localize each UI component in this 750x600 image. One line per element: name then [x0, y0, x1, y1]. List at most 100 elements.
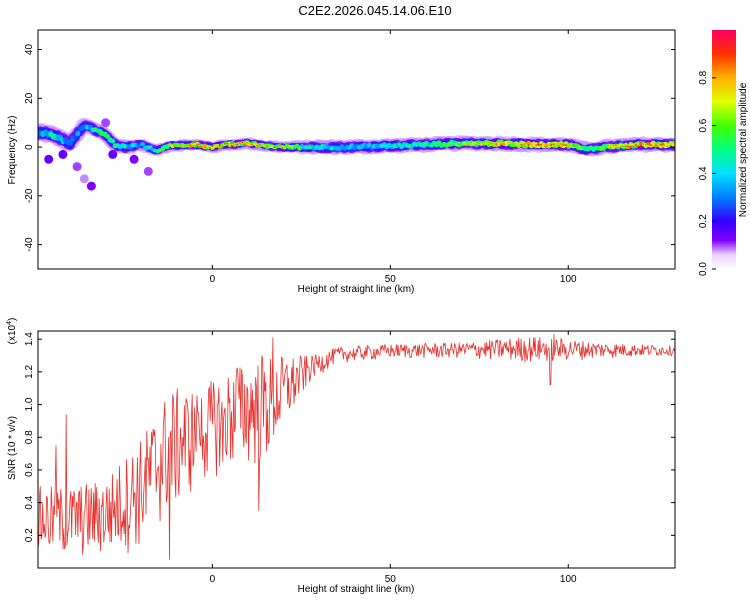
spectrogram-xtick-label: 50 — [385, 274, 397, 285]
spectrogram-cell — [243, 142, 246, 144]
spectrogram-cell — [510, 141, 513, 144]
spectrogram-ylabel: Frequency (Hz) — [7, 116, 18, 185]
colorbar-tick-label: 0.0 — [698, 262, 709, 276]
spectrogram-cell — [465, 143, 468, 145]
spectrogram-cell — [278, 145, 281, 148]
spectrogram-cell — [447, 142, 451, 146]
spectrogram-cell — [168, 144, 172, 147]
spectrogram-cell — [480, 143, 483, 146]
spectrogram-cell — [158, 149, 162, 152]
spectrogram-cell — [437, 141, 441, 146]
spectrogram-cell — [209, 147, 211, 149]
spectrogram-cell — [622, 143, 625, 146]
spectrogram-cell — [184, 145, 186, 147]
spectrogram-cell — [199, 146, 201, 148]
spectrogram-cell — [180, 143, 185, 146]
spectrogram-cell — [560, 142, 562, 145]
spectrogram-cell — [604, 144, 608, 149]
spectrogram-cell — [657, 144, 660, 147]
spectrogram-cell — [189, 144, 191, 147]
spectrogram-cell — [522, 143, 525, 146]
spectrogram-cell — [647, 142, 650, 145]
spectrogram-cell — [572, 144, 575, 147]
snr-xtick-label: 0 — [210, 574, 216, 585]
snr-series-line — [38, 334, 675, 560]
spectrogram-cell — [171, 145, 174, 147]
spectrogram-cell — [179, 144, 181, 147]
spectrogram-cell — [188, 143, 192, 146]
spectrogram-cell — [497, 143, 501, 147]
colorbar-ticks: 0.0 0.2 0.4 0.6 0.8 — [698, 70, 716, 276]
spectrogram-cell — [204, 146, 206, 148]
spectrogram-cell — [550, 143, 553, 146]
colorbar-tick-label: 0.8 — [698, 70, 709, 84]
spectrogram-cell — [206, 144, 209, 147]
spectrogram-cell — [507, 140, 511, 145]
spectrogram-cell — [407, 144, 411, 148]
spectrogram-cell — [414, 143, 419, 147]
spectrogram-cell — [512, 141, 515, 144]
spectrogram-cell — [164, 147, 166, 149]
colorbar-tick-label: 0.4 — [698, 166, 709, 180]
spectrogram-cell — [270, 145, 274, 149]
spectrogram-cell — [497, 141, 500, 144]
colorbar-gradient — [712, 30, 736, 269]
spectrogram-cell — [627, 145, 630, 148]
spectrogram-cell — [275, 145, 279, 149]
snr-ytick-label: 0.8 — [24, 430, 35, 444]
spectrogram-ytick-label: 0 — [24, 144, 35, 150]
spectrogram-cell — [210, 147, 215, 150]
spectrogram-ytick-label: 20 — [24, 92, 35, 104]
spectrogram-cell — [106, 134, 110, 138]
snr-frame — [37, 330, 676, 569]
spectrogram-cell — [570, 143, 572, 146]
spectrogram-cell — [111, 139, 115, 144]
spectrogram-cell — [228, 145, 231, 147]
spectrogram-cell — [611, 145, 616, 150]
spectrogram-blob — [101, 118, 111, 128]
spectrogram-cell — [617, 144, 620, 147]
spectrogram-cell — [450, 142, 453, 145]
spectrogram-cell — [642, 145, 645, 147]
spectrogram-cell — [596, 146, 601, 150]
spectrogram-cell — [615, 144, 617, 146]
spectrogram-cell — [495, 143, 498, 146]
spectrogram-cell — [256, 145, 259, 147]
spectrogram-cell — [594, 146, 598, 151]
spectrogram-cell — [545, 143, 548, 146]
spectrogram-cell — [537, 143, 540, 146]
spectrogram-blob — [58, 149, 68, 159]
spectrogram-cell — [178, 143, 182, 146]
snr-scale-base: (x10 — [7, 324, 18, 344]
spectrogram-cell — [635, 144, 637, 146]
spectrogram-cell — [233, 144, 237, 147]
spectrogram-cell — [559, 144, 563, 148]
spectrogram-cell — [637, 145, 640, 148]
spectrogram-cell — [490, 142, 493, 145]
spectrogram-blob — [108, 149, 118, 159]
spectrogram-cell — [283, 146, 286, 148]
spectrogram-cell — [467, 141, 471, 145]
spectrogram-cell — [591, 146, 596, 150]
spectrogram-blob — [79, 174, 89, 184]
spectrogram-cell — [276, 144, 278, 147]
spectrogram-cell — [473, 142, 475, 145]
spectrogram-cell — [218, 145, 221, 147]
spectrogram-cell — [290, 144, 294, 148]
colorbar-tick-label: 0.6 — [698, 118, 709, 132]
spectrogram-cell — [397, 142, 401, 146]
spectrogram-cell — [671, 143, 675, 147]
spectrogram-cell — [98, 131, 103, 136]
spectrogram-cell — [525, 144, 528, 146]
spectrogram-cell — [216, 146, 219, 148]
spectrogram-ytick-label: 40 — [24, 44, 35, 56]
spectrogram-cell — [75, 130, 81, 137]
spectrogram-cell — [266, 145, 269, 147]
snr-scale-close: ) — [7, 318, 18, 321]
colorbar-label: Normalized spectral amplitude — [738, 82, 749, 217]
spectrogram-cell — [602, 146, 605, 149]
spectrogram-cell — [51, 132, 55, 138]
spectrogram-cell — [221, 146, 224, 148]
spectrogram-cell — [629, 143, 633, 147]
spectrogram-cell — [641, 142, 645, 146]
